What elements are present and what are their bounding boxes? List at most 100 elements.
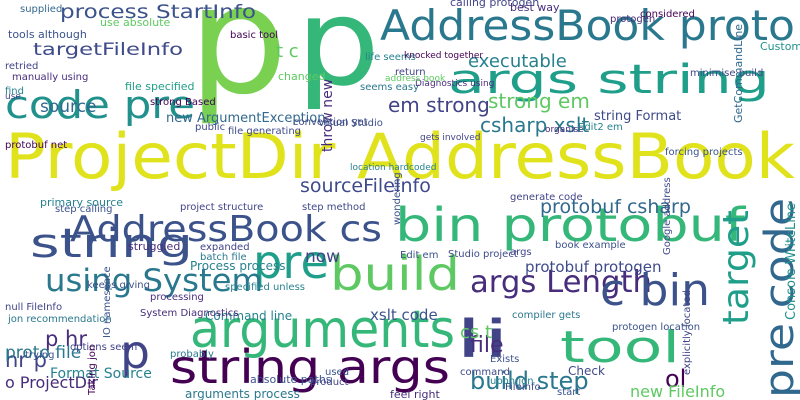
word: Console WriteLine — [784, 203, 799, 320]
word: considered — [640, 9, 695, 20]
word: hr p — [5, 348, 47, 372]
word: life seems — [365, 52, 416, 63]
word: AddressBook cs — [70, 209, 382, 250]
word: bin protobuf — [395, 198, 747, 252]
word: args string — [448, 57, 770, 103]
word: target — [716, 210, 757, 325]
word: Google address — [662, 177, 673, 255]
word: li — [455, 310, 510, 370]
word: c bin — [600, 265, 710, 316]
word: product — [310, 377, 349, 388]
word: targetFileInfo — [33, 40, 183, 60]
word: tool — [560, 322, 680, 373]
word: string args — [170, 340, 450, 394]
word: primary source — [40, 196, 123, 209]
word: find — [5, 86, 24, 97]
word: convention yet — [293, 117, 368, 128]
word: public — [195, 122, 225, 133]
word: specified unless — [225, 282, 305, 293]
word: cs t — [460, 322, 492, 343]
word: t c — [276, 41, 299, 62]
word: compiler gets — [512, 310, 580, 321]
word: address book — [385, 74, 446, 84]
word: jon recommendation — [7, 314, 112, 325]
word: return — [395, 67, 426, 78]
word: file — [470, 333, 504, 358]
word: Diagnostics using — [415, 79, 494, 89]
word: expanded — [200, 242, 250, 253]
word: feel right — [390, 388, 440, 400]
word: pre — [253, 235, 329, 289]
word: build step — [470, 367, 589, 395]
word: step calling — [55, 204, 112, 215]
word: explicitly located — [682, 290, 693, 375]
word: Edit em — [400, 250, 438, 261]
word: trying — [25, 350, 54, 361]
word: string — [30, 221, 193, 267]
word: absolute paths — [250, 373, 332, 386]
word: o ProjectDir — [5, 373, 98, 392]
word: pre code — [757, 198, 800, 398]
word: basic tool — [230, 30, 278, 41]
word: wondering — [392, 172, 403, 225]
word: location hardcoded — [350, 163, 436, 173]
word: Studio project — [448, 249, 518, 260]
word: calling protogen — [450, 0, 539, 9]
word: upon jon — [490, 376, 534, 387]
word: protobuf protogen — [525, 258, 662, 276]
word: Check — [568, 364, 605, 378]
word: Process process — [190, 259, 285, 273]
word: batch file — [200, 252, 247, 263]
word: probably — [170, 349, 214, 360]
word: protogen — [610, 14, 655, 25]
word: minimise build — [690, 68, 763, 79]
word: file generating — [228, 126, 301, 137]
word: System Diagnostics — [140, 308, 239, 319]
word: retried — [5, 61, 38, 72]
word: best way — [510, 1, 560, 14]
word: use absolute — [100, 16, 170, 29]
word: protobuf net — [5, 140, 67, 151]
word: strong Based — [150, 97, 216, 108]
word: tools although — [8, 28, 87, 41]
word: Format Source — [50, 366, 152, 382]
word: Taking jon — [87, 345, 98, 396]
word: file specified — [125, 80, 195, 93]
word: executable — [468, 51, 567, 72]
word: arguments process — [185, 387, 300, 400]
word: keeps giving — [87, 280, 150, 291]
word: struggled — [128, 240, 180, 253]
word: using System — [45, 263, 263, 299]
word: used — [325, 367, 349, 378]
word: start — [557, 387, 580, 398]
word: gets involved — [420, 133, 480, 143]
word: strong em — [488, 89, 590, 113]
word: FileInfo — [505, 382, 541, 393]
word: new FileInfo — [630, 382, 725, 400]
word: null FileInfo — [5, 302, 62, 313]
word: Visual Studio — [318, 118, 383, 129]
word: step method — [302, 202, 365, 213]
word: organise — [545, 125, 584, 135]
word: source — [40, 97, 96, 117]
word: arguments — [190, 300, 455, 360]
word: protobuf csharp — [540, 196, 691, 218]
word: build — [330, 247, 460, 301]
word: p — [296, 0, 380, 113]
word: p hr — [45, 327, 87, 351]
word: csharp xslt — [480, 113, 589, 137]
word: knocked together — [404, 51, 483, 61]
word: protogen location — [612, 322, 700, 333]
word: Edit2 em — [578, 122, 623, 133]
word: throw new — [320, 79, 336, 152]
word: em strong — [388, 93, 490, 117]
word: Custom — [760, 40, 800, 53]
word: args — [510, 247, 532, 258]
word: new ArgumentException — [166, 111, 325, 126]
word: project structure — [180, 202, 263, 213]
word: changed — [278, 70, 325, 83]
word: command — [460, 367, 510, 378]
word: p — [188, 0, 288, 128]
word: forcing projects — [665, 147, 743, 158]
word: now — [305, 247, 340, 267]
